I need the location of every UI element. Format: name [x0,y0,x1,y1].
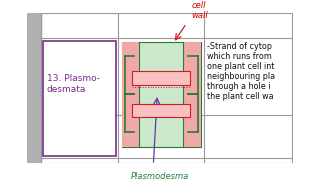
Text: through a hole i: through a hole i [207,82,270,91]
Bar [43,41,116,156]
Text: -Strand of cytop: -Strand of cytop [207,42,272,51]
Text: neighbouring pla: neighbouring pla [207,72,275,81]
Bar [183,42,201,147]
Text: the plant cell wa: the plant cell wa [207,93,273,102]
Text: 13. Plasmo-
desmata: 13. Plasmo- desmata [47,74,100,94]
Bar [122,42,139,147]
Text: Plasmodesma: Plasmodesma [131,172,189,180]
Text: cell
wall: cell wall [191,1,208,20]
Bar [132,103,190,117]
Bar [122,42,201,147]
Text: one plant cell int: one plant cell int [207,62,274,71]
Text: which runs from: which runs from [207,52,272,61]
Bar [132,71,190,85]
Bar [27,13,41,163]
